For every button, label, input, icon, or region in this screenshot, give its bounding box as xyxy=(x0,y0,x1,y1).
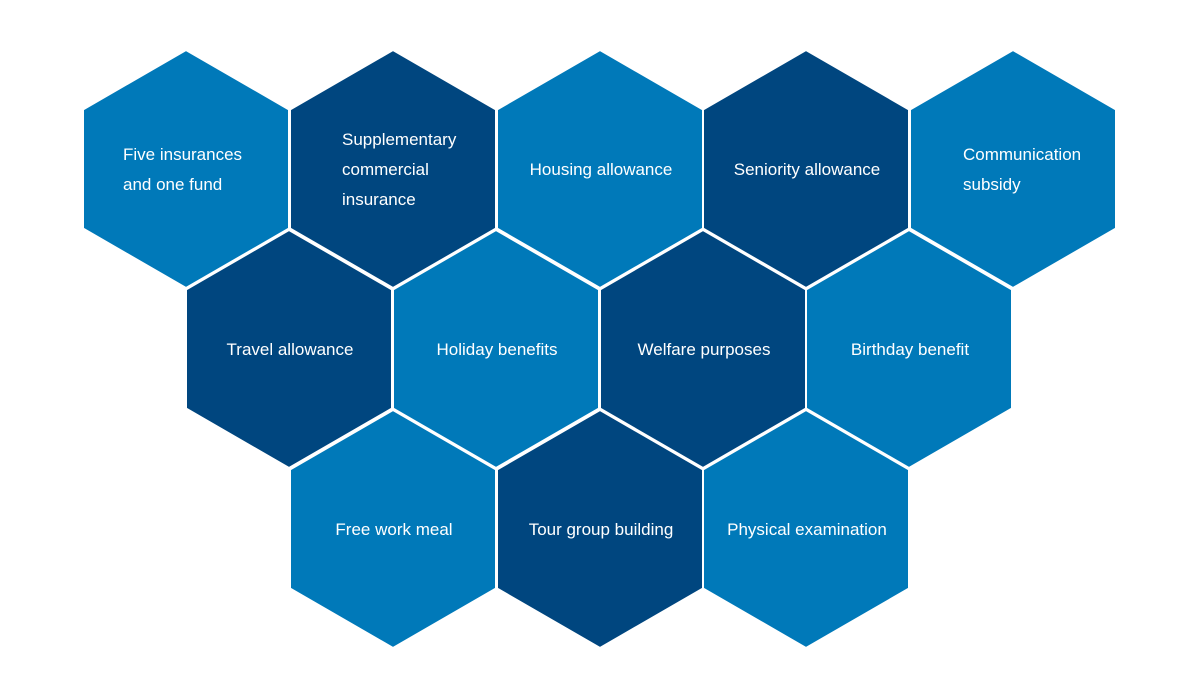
hexagon-label: Housing allowance xyxy=(530,160,673,179)
hexagon-label: Birthday benefit xyxy=(851,340,969,359)
hexagon-label: and one fund xyxy=(123,175,222,194)
hexagon-cell: Housing allowance xyxy=(496,48,704,290)
hexagon-cell: Supplementary commercial insurance xyxy=(289,48,497,290)
hexagon-label: insurance xyxy=(342,190,416,209)
hexagon-label: Travel allowance xyxy=(227,340,354,359)
hexagon-label: Holiday benefits xyxy=(437,340,558,359)
hexagon-shape xyxy=(909,48,1117,290)
hexagon-label: commercial xyxy=(342,160,429,179)
hexagon-label: Free work meal xyxy=(335,520,452,539)
hexagon-label: Tour group building xyxy=(529,520,674,539)
hexagon-label: Seniority allowance xyxy=(734,160,880,179)
hexagon-shape xyxy=(805,228,1013,470)
hexagon-cell: Seniority allowance xyxy=(702,48,910,290)
hexagon-cell: Physical examination xyxy=(702,408,910,650)
hexagon-label: Communication xyxy=(963,145,1081,164)
hexagon-label: Welfare purposes xyxy=(638,340,771,359)
hexagon-label: Physical examination xyxy=(727,520,887,539)
hexagon-cell: Tour group building xyxy=(496,408,704,650)
hexagon-label: subsidy xyxy=(963,175,1021,194)
hexagon-cell: Five insurances and one fund xyxy=(82,48,290,290)
hexagon-shape xyxy=(702,408,910,650)
hexagon-cell: Communication subsidy xyxy=(909,48,1117,290)
hexagon-cell: Holiday benefits xyxy=(392,228,600,470)
hexagon-label: Supplementary xyxy=(342,130,457,149)
hexagon-label: Five insurances xyxy=(123,145,242,164)
hexagon-cell: Birthday benefit xyxy=(805,228,1013,470)
